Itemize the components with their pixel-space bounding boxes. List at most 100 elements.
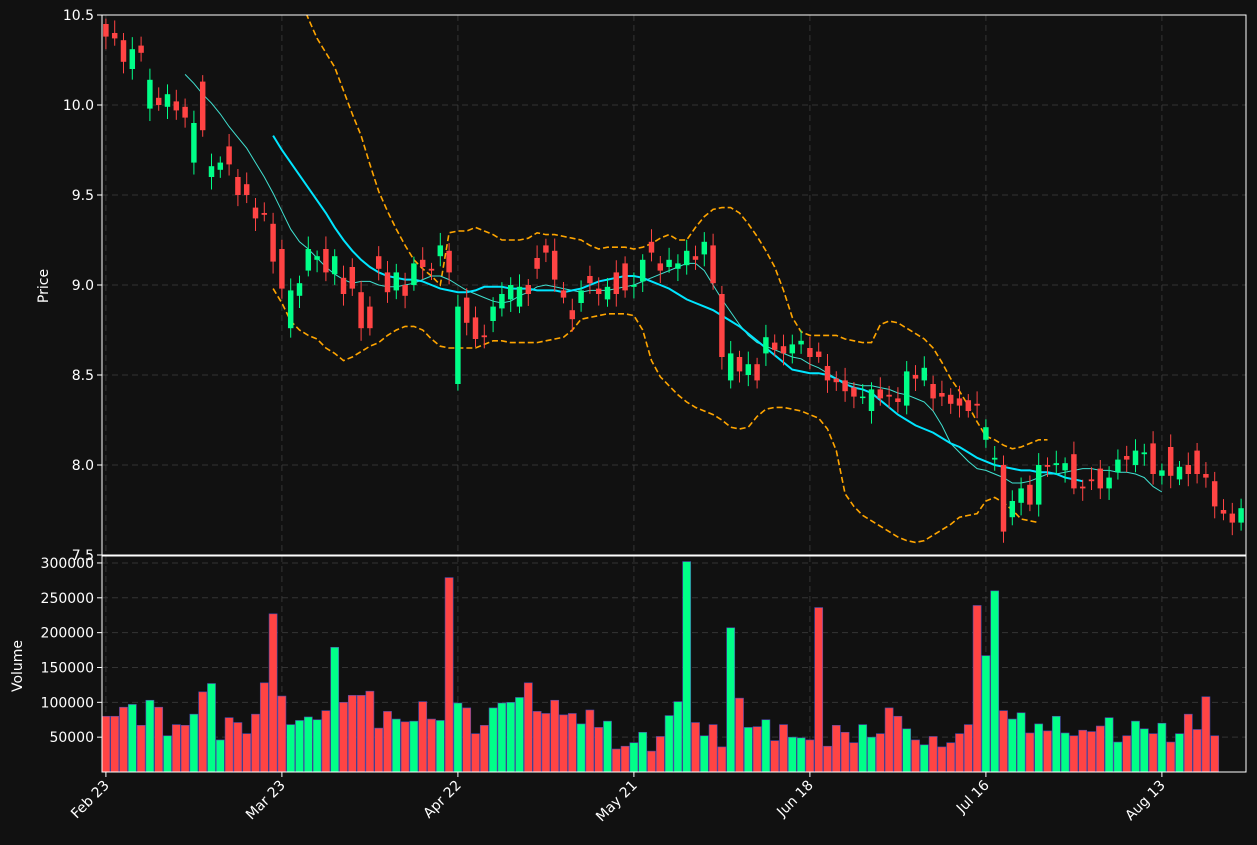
volume-bar-up (295, 720, 304, 773)
candle-down (1220, 510, 1227, 514)
candle-up (507, 285, 514, 300)
candle-down (543, 245, 549, 253)
volume-bar-down (523, 682, 533, 773)
candle-down (472, 317, 479, 339)
candle-up (191, 123, 197, 163)
volume-bar-down (1087, 731, 1096, 773)
volume-bar-down (471, 733, 480, 773)
volume-bar-down (427, 718, 436, 773)
volume-bar-up (1051, 715, 1061, 773)
volume-bar-up (638, 731, 648, 773)
candle-down (657, 263, 664, 271)
candle-down (930, 384, 936, 399)
volume-bar-up (409, 720, 419, 773)
bollinger-upper-line (305, 15, 1048, 450)
candle-down (1000, 465, 1007, 532)
candle-down (1229, 513, 1236, 523)
volume-bar-down (849, 742, 859, 773)
volume-bar-down (691, 722, 700, 773)
candle-down (886, 394, 892, 397)
candle-down (252, 207, 259, 219)
candle-up (129, 49, 136, 69)
volume-bar-up (858, 724, 868, 773)
volume-bar-down (1201, 696, 1211, 773)
volume-bar-up (1034, 723, 1044, 773)
price-tick-label: 8.5 (72, 368, 94, 384)
volume-bar-down (937, 746, 947, 773)
candle-up (991, 457, 998, 460)
candle-up (296, 283, 303, 296)
volume-axis-title: Volume (10, 640, 26, 692)
bollinger-lower-line (272, 288, 1039, 544)
candle-down (349, 267, 356, 289)
volume-bar-up (189, 713, 199, 773)
volume-bar-down (356, 695, 366, 773)
price-tick-label: 10.0 (63, 98, 94, 114)
volume-bar-down (198, 691, 208, 773)
candle-up (604, 286, 611, 300)
candle-down (111, 33, 118, 39)
volume-bar-up (497, 702, 507, 773)
volume-bar-down (840, 731, 850, 773)
candle-up (1238, 508, 1244, 523)
candle-down (1044, 465, 1051, 467)
volume-bar-down (365, 690, 375, 773)
volume-tick-label: 250000 (41, 591, 94, 607)
candle-up (789, 344, 796, 354)
candle-down (613, 272, 620, 294)
candle-down (824, 366, 831, 381)
candle-up (305, 249, 312, 271)
volume-bar-down (559, 714, 568, 773)
price-tick-label: 9.0 (72, 278, 94, 294)
volume-bar-up (453, 702, 463, 773)
candle-down (771, 342, 778, 350)
candle-down (754, 364, 760, 381)
candle-up (1176, 466, 1183, 480)
volume-bar-up (1175, 733, 1184, 773)
candle-down (833, 378, 840, 383)
volume-bar-up (1131, 720, 1140, 773)
volume-bar-down (620, 745, 630, 773)
candle-down (974, 403, 980, 406)
volume-bar-up (919, 744, 929, 773)
candle-down (226, 146, 232, 165)
candle-down (1203, 474, 1209, 478)
candles (103, 18, 1244, 543)
candle-up (1132, 450, 1139, 465)
volume-bar-down (479, 725, 489, 773)
volume-bar-down (1078, 729, 1088, 773)
candle-up (1062, 463, 1068, 471)
volume-bar-up (435, 720, 445, 773)
volume-bar-up (515, 697, 524, 773)
price-tick-label: 7.5 (72, 548, 94, 564)
volume-bar-up (867, 736, 876, 773)
candle-down (525, 285, 532, 294)
candle-up (1035, 465, 1042, 505)
candle-down (1123, 456, 1130, 460)
volume-bar-down (321, 710, 331, 773)
volume-bar-up (1007, 718, 1017, 773)
candle-up (727, 353, 734, 381)
volume-bar-up (303, 716, 313, 773)
volume-bar-up (787, 736, 797, 773)
volume-bar-up (576, 723, 586, 773)
volume-bar-down (400, 721, 410, 773)
candle-up (217, 162, 224, 170)
volume-bar-up (163, 735, 172, 773)
volume-bar-down (154, 706, 164, 773)
candle-up (631, 285, 637, 287)
candle-up (859, 396, 866, 399)
candle-up (1009, 501, 1016, 518)
volume-bar-down (1183, 713, 1193, 773)
candle-down (481, 335, 488, 338)
candle-down (463, 297, 470, 323)
volume-bar-up (796, 737, 806, 773)
candle-up (639, 259, 646, 282)
candle-down (199, 81, 206, 131)
volume-bar-up (312, 719, 322, 773)
candle-down (103, 24, 109, 37)
candle-up (437, 245, 444, 257)
candle-down (736, 357, 743, 372)
volume-bar-down (1095, 725, 1105, 773)
candle-down (340, 277, 347, 294)
